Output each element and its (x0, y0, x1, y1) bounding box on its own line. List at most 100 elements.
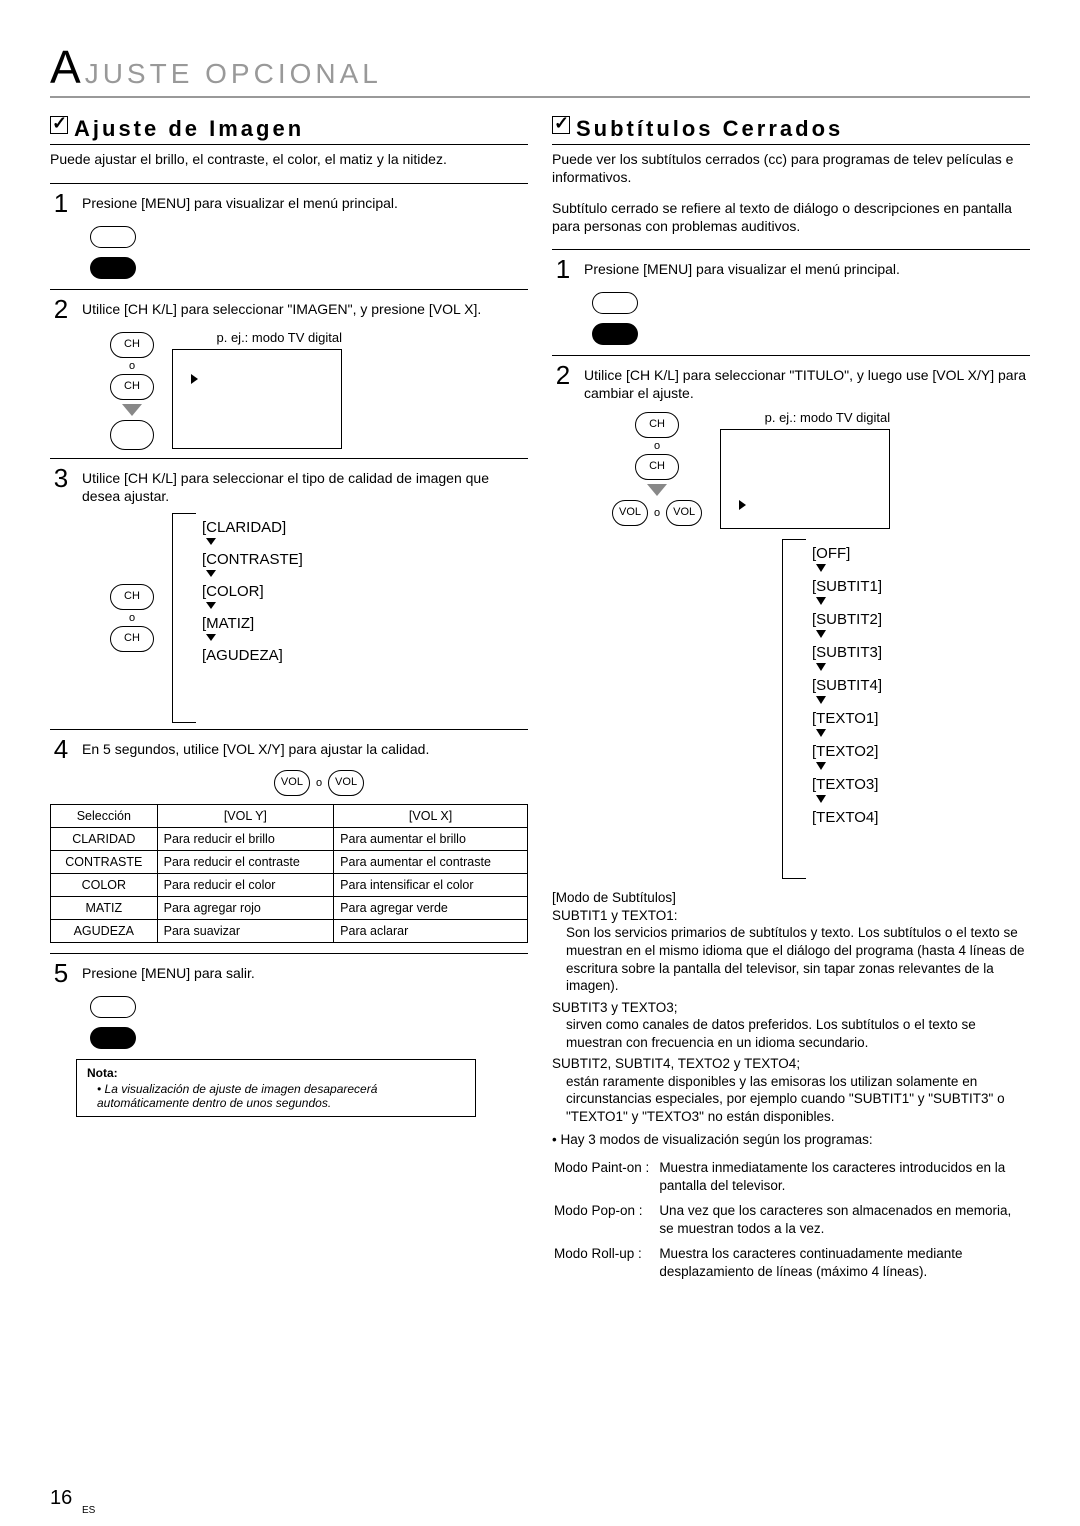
right-step-2: 2 Utilice [CH K/L] para seleccionar "TIT… (552, 362, 1030, 402)
mode-name: Modo Pop-on : (554, 1202, 657, 1243)
cell: Para suavizar (157, 919, 334, 942)
cc-option: [TEXTO1] (812, 710, 882, 727)
remote-button-icon (592, 323, 638, 345)
or-label: o (110, 360, 154, 372)
vol-left-icon: VOL (274, 770, 310, 796)
menu-button-graphic (90, 226, 528, 279)
group2-label: SUBTIT3 y TEXTO3; (552, 999, 1030, 1017)
cell: Para reducir el brillo (157, 827, 334, 850)
cc-options-list: [OFF] [SUBTIT1] [SUBTIT2] [SUBTIT3] [SUB… (806, 539, 882, 879)
down-triangle-icon (647, 484, 667, 496)
right-title-text: Subtítulos Cerrados (576, 116, 843, 141)
cc-option: [TEXTO4] (812, 809, 882, 826)
flow-item: [CONTRASTE] (202, 551, 303, 568)
step-number: 2 (50, 296, 72, 322)
step-number: 2 (552, 362, 574, 402)
cc-options-flow: [OFF] [SUBTIT1] [SUBTIT2] [SUBTIT3] [SUB… (782, 539, 1030, 879)
arrow-icon (816, 762, 826, 770)
table-header-row: Selección [VOL Y] [VOL X] (51, 804, 528, 827)
table-row: AGUDEZAPara suavizarPara aclarar (51, 919, 528, 942)
or-label: o (316, 777, 322, 789)
table-header: Selección (51, 804, 158, 827)
left-section-title: Ajuste de Imagen (50, 116, 528, 145)
cc-option: [SUBTIT3] (812, 644, 882, 661)
cell: COLOR (51, 873, 158, 896)
remote-outline-icon (592, 292, 638, 314)
note-body: • La visualización de ajuste de imagen d… (87, 1082, 465, 1110)
flow-list: [CLARIDAD] [CONTRASTE] [COLOR] [MATIZ] [… (196, 513, 303, 723)
page-code: ES (82, 1505, 95, 1516)
cell: Para aclarar (334, 919, 528, 942)
eg-caption: p. ej.: modo TV digital (720, 410, 890, 425)
arrow-icon (206, 538, 216, 545)
flow-bracket-icon (172, 513, 196, 723)
cell: CLARIDAD (51, 827, 158, 850)
mode-row: Modo Pop-on : Una vez que los caracteres… (554, 1202, 1028, 1243)
right-section-title: Subtítulos Cerrados (552, 116, 1030, 145)
vol-right-icon: VOL (328, 770, 364, 796)
right-column: Subtítulos Cerrados Puede ver los subtít… (552, 116, 1030, 1288)
modes-bullet: • Hay 3 modos de visualización según los… (552, 1131, 1030, 1149)
screen-wrap: p. ej.: modo TV digital (172, 330, 342, 449)
checkbox-icon (552, 116, 570, 134)
cell: MATIZ (51, 896, 158, 919)
cell: Para intensificar el color (334, 873, 528, 896)
tv-screen-icon (720, 429, 890, 529)
ch-up-icon: CH (110, 332, 154, 358)
mode-desc: Muestra inmediatamente los caracteres in… (659, 1159, 1028, 1200)
page-header: AJUSTE OPCIONAL (50, 40, 1030, 98)
step3-graphic: CH o CH [CLARIDAD] [CONTRASTE] [COLOR] [… (110, 513, 528, 723)
table-header: [VOL Y] (157, 804, 334, 827)
down-triangle-icon (122, 404, 142, 416)
step-number: 1 (50, 190, 72, 216)
table-row: CONTRASTEPara reducir el contrastePara a… (51, 850, 528, 873)
step-text: Presione [MENU] para visualizar el menú … (584, 256, 1030, 282)
ch-up-icon: CH (110, 584, 154, 610)
step-text: Presione [MENU] para visualizar el menú … (82, 190, 528, 216)
divider (50, 458, 528, 459)
ch-buttons: CH o CH (110, 330, 154, 452)
group1-label: SUBTIT1 y TEXTO1: (552, 907, 1030, 925)
cell: Para reducir el color (157, 873, 334, 896)
group3-label: SUBTIT2, SUBTIT4, TEXTO2 y TEXTO4; (552, 1055, 1030, 1073)
checkbox-icon (50, 116, 68, 134)
cell: Para aumentar el contraste (334, 850, 528, 873)
table-row: CLARIDADPara reducir el brilloPara aumen… (51, 827, 528, 850)
divider (50, 289, 528, 290)
right-step-1: 1 Presione [MENU] para visualizar el men… (552, 256, 1030, 282)
ch-down-icon: CH (110, 374, 154, 400)
step2-right-graphic: CH o CH VOL o VOL p. ej.: modo TV digita… (612, 410, 1030, 529)
cc-option: [SUBTIT1] (812, 578, 882, 595)
cell: AGUDEZA (51, 919, 158, 942)
right-intro2: Subtítulo cerrado se refiere al texto de… (552, 200, 1030, 235)
step-number: 3 (50, 465, 72, 505)
page-number: 16 (50, 1487, 72, 1510)
cell: Para aumentar el brillo (334, 827, 528, 850)
divider (552, 249, 1030, 250)
note-title: Nota: (87, 1066, 465, 1080)
step-number: 5 (50, 960, 72, 986)
cell: Para reducir el contraste (157, 850, 334, 873)
cell: Para agregar rojo (157, 896, 334, 919)
play-arrow-icon (191, 374, 198, 384)
cc-option: [SUBTIT2] (812, 611, 882, 628)
flow-item: [AGUDEZA] (202, 647, 303, 664)
flow-item: [MATIZ] (202, 615, 303, 632)
vol-left-icon: VOL (612, 500, 648, 526)
arrow-icon (206, 570, 216, 577)
vol-right-icon: VOL (666, 500, 702, 526)
flow-item: [COLOR] (202, 583, 303, 600)
left-step-2: 2 Utilice [CH K/L] para seleccionar "IMA… (50, 296, 528, 322)
ch-down-icon: CH (110, 626, 154, 652)
subtitle-modes-section: [Modo de Subtítulos] SUBTIT1 y TEXTO1: S… (552, 889, 1030, 1288)
arrow-icon (206, 634, 216, 641)
or-label: o (110, 612, 154, 624)
settings-table: Selección [VOL Y] [VOL X] CLARIDADPara r… (50, 804, 528, 943)
step-text: Presione [MENU] para salir. (82, 960, 528, 986)
left-step-3: 3 Utilice [CH K/L] para seleccionar el t… (50, 465, 528, 505)
step2-graphic: CH o CH p. ej.: modo TV digital (110, 330, 528, 452)
group2-body: sirven como canales de datos preferidos.… (552, 1016, 1030, 1051)
arrow-icon (816, 795, 826, 803)
screen-wrap: p. ej.: modo TV digital (720, 410, 890, 529)
left-step-5: 5 Presione [MENU] para salir. (50, 960, 528, 986)
